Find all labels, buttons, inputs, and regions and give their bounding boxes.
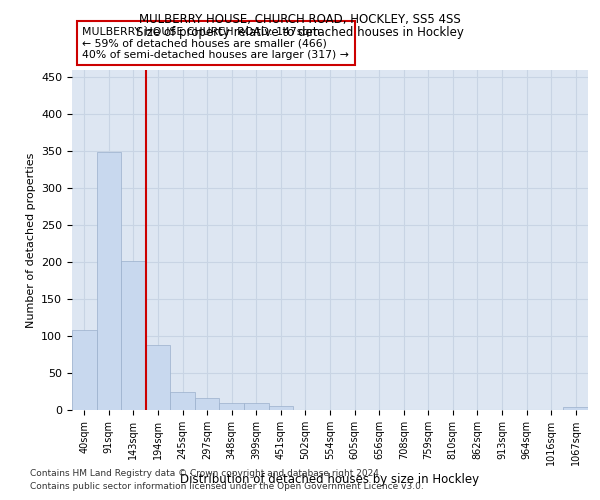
Bar bbox=[72, 330, 97, 410]
Text: Size of property relative to detached houses in Hockley: Size of property relative to detached ho… bbox=[136, 26, 464, 39]
X-axis label: Distribution of detached houses by size in Hockley: Distribution of detached houses by size … bbox=[181, 474, 479, 486]
Text: MULBERRY HOUSE, CHURCH ROAD, HOCKLEY, SS5 4SS: MULBERRY HOUSE, CHURCH ROAD, HOCKLEY, SS… bbox=[139, 12, 461, 26]
Text: MULBERRY HOUSE CHURCH ROAD: 147sqm
← 59% of detached houses are smaller (466)
40: MULBERRY HOUSE CHURCH ROAD: 147sqm ← 59%… bbox=[82, 26, 349, 60]
Bar bbox=[195, 398, 220, 410]
Bar bbox=[121, 260, 146, 410]
Bar bbox=[220, 404, 244, 410]
Text: Contains public sector information licensed under the Open Government Licence v3: Contains public sector information licen… bbox=[30, 482, 424, 491]
Bar bbox=[244, 404, 269, 410]
Bar bbox=[269, 406, 293, 410]
Text: Contains HM Land Registry data © Crown copyright and database right 2024.: Contains HM Land Registry data © Crown c… bbox=[30, 468, 382, 477]
Y-axis label: Number of detached properties: Number of detached properties bbox=[26, 152, 35, 328]
Bar bbox=[170, 392, 195, 410]
Bar bbox=[146, 345, 170, 410]
Bar bbox=[563, 407, 588, 410]
Bar bbox=[97, 152, 121, 410]
